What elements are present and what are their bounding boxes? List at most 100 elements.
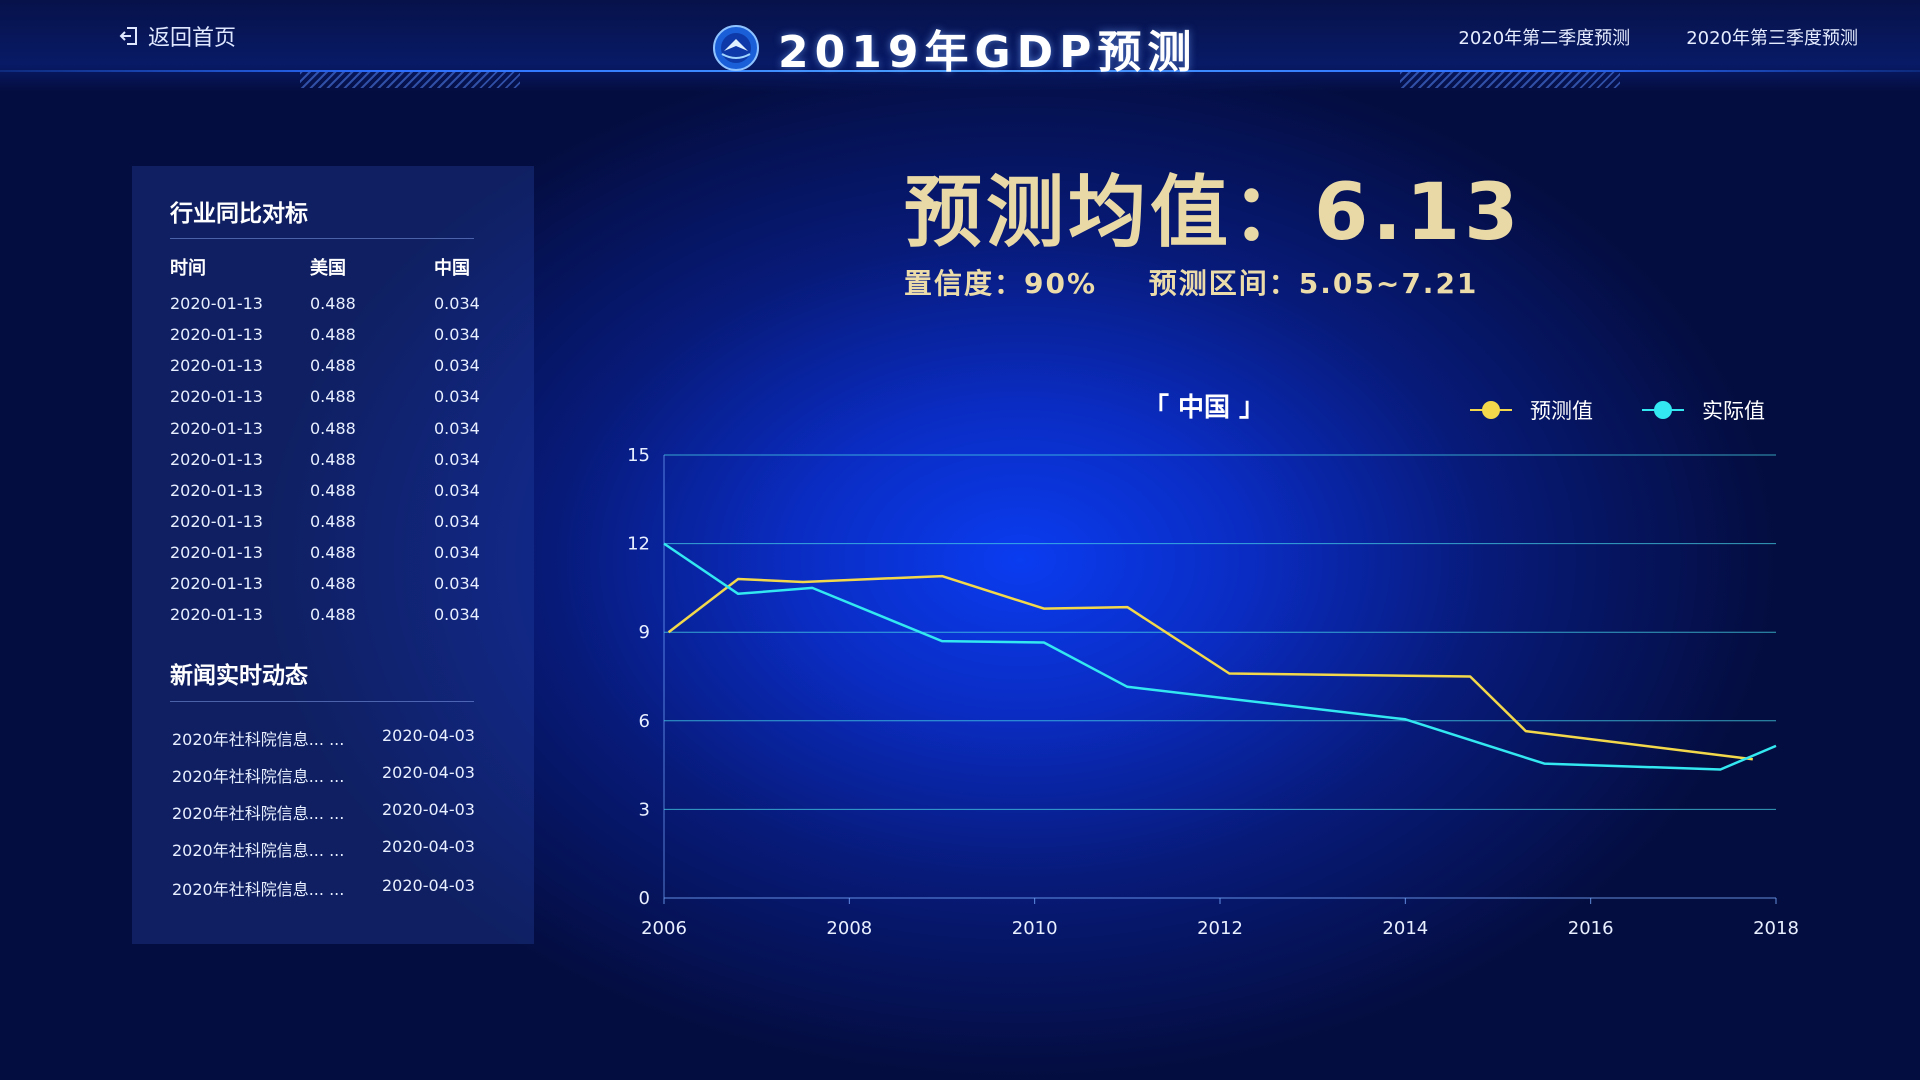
x-tick-label: 2018 <box>1753 918 1799 939</box>
cell-time: 2020-01-13 <box>170 605 263 624</box>
cell-china: 0.034 <box>434 419 480 438</box>
cell-time: 2020-01-13 <box>170 419 263 438</box>
page-title-group: 2019年GDP预测 <box>712 16 1197 80</box>
col-header-china: 中国 <box>434 258 470 279</box>
industry-divider <box>170 238 474 239</box>
forecast-stats: 置信度：90% 预测区间：5.05~7.21 <box>904 262 1518 302</box>
legend-forecast[interactable]: 预测值 <box>1470 399 1593 423</box>
y-tick-label: 0 <box>639 888 650 909</box>
legend-forecast-label: 预测值 <box>1530 399 1593 423</box>
x-tick-label: 2016 <box>1568 918 1614 939</box>
globe-logo-icon <box>713 25 759 71</box>
cell-usa: 0.488 <box>310 294 356 313</box>
legend-actual[interactable]: 实际值 <box>1642 399 1765 423</box>
cell-time: 2020-01-13 <box>170 356 263 375</box>
cell-usa: 0.488 <box>310 574 356 593</box>
cell-usa: 0.488 <box>310 325 356 344</box>
cell-china: 0.034 <box>434 512 480 531</box>
cell-china: 0.034 <box>434 294 480 313</box>
cell-usa: 0.488 <box>310 512 356 531</box>
top-nav: 2020年第二季度预测 2020年第三季度预测 <box>1402 24 1858 50</box>
chart-grid <box>663 454 1776 899</box>
legend-forecast-marker <box>1482 401 1500 419</box>
news-item-date: 2020-04-03 <box>382 726 475 745</box>
table-row: 2020-01-13 0.488 0.034 <box>170 481 490 503</box>
table-row: 2020-01-13 0.488 0.034 <box>170 543 490 565</box>
news-item-date: 2020-04-03 <box>382 876 475 895</box>
y-tick-label: 3 <box>639 799 650 820</box>
cell-time: 2020-01-13 <box>170 294 263 313</box>
cell-usa: 0.488 <box>310 543 356 562</box>
cell-time: 2020-01-13 <box>170 481 263 500</box>
table-row: 2020-01-13 0.488 0.034 <box>170 512 490 534</box>
news-item-title: 2020年社科院信息... ... <box>172 730 345 749</box>
x-axis-ticks: 2006 2008 2010 2012 2014 2016 2018 <box>641 898 1799 939</box>
cell-usa: 0.488 <box>310 356 356 375</box>
news-item[interactable]: 2020年社科院信息... ... 2020-04-03 <box>172 837 492 860</box>
cell-time: 2020-01-13 <box>170 543 263 562</box>
cell-china: 0.034 <box>434 481 480 500</box>
cell-time: 2020-01-13 <box>170 574 263 593</box>
cell-usa: 0.488 <box>310 419 356 438</box>
cell-usa: 0.488 <box>310 450 356 469</box>
back-home-button[interactable]: 返回首页 <box>118 20 236 52</box>
page-title: 2019年GDP预测 <box>778 27 1198 78</box>
industry-table-header: 时间 美国 中国 <box>170 254 490 279</box>
table-row: 2020-01-13 0.488 0.034 <box>170 419 490 441</box>
cell-usa: 0.488 <box>310 605 356 624</box>
nav-q2-forecast[interactable]: 2020年第二季度预测 <box>1458 28 1631 49</box>
cell-china: 0.034 <box>434 325 480 344</box>
nav-q3-forecast[interactable]: 2020年第三季度预测 <box>1686 28 1858 49</box>
industry-title: 行业同比对标 <box>170 201 308 227</box>
y-tick-label: 6 <box>639 711 650 732</box>
cell-usa: 0.488 <box>310 481 356 500</box>
cell-china: 0.034 <box>434 543 480 562</box>
x-tick-label: 2012 <box>1197 918 1243 939</box>
news-title: 新闻实时动态 <box>170 663 308 689</box>
table-row: 2020-01-13 0.488 0.034 <box>170 387 490 409</box>
forecast-series-line <box>667 574 1753 761</box>
cell-china: 0.034 <box>434 574 480 593</box>
news-item-title: 2020年社科院信息... ... <box>172 880 345 899</box>
table-row: 2020-01-13 0.488 0.034 <box>170 605 490 627</box>
table-row: 2020-01-13 0.488 0.034 <box>170 574 490 596</box>
x-tick-label: 2014 <box>1382 918 1428 939</box>
chart-series <box>663 542 1777 771</box>
table-row: 2020-01-13 0.488 0.034 <box>170 356 490 378</box>
news-item-date: 2020-04-03 <box>382 763 475 782</box>
col-header-usa: 美国 <box>310 258 346 279</box>
news-item-date: 2020-04-03 <box>382 837 475 856</box>
y-tick-label: 12 <box>627 534 650 555</box>
col-header-time: 时间 <box>170 258 206 279</box>
news-item[interactable]: 2020年社科院信息... ... 2020-04-03 <box>172 763 492 786</box>
y-tick-label: 9 <box>639 622 650 643</box>
x-tick-label: 2008 <box>826 918 872 939</box>
header-decoration-right <box>1400 72 1620 88</box>
news-item-title: 2020年社科院信息... ... <box>172 841 345 860</box>
forecast-mean: 预测均值：6.13 <box>904 168 1523 258</box>
x-tick-label: 2010 <box>1012 918 1058 939</box>
table-row: 2020-01-13 0.488 0.034 <box>170 294 490 316</box>
legend-actual-marker <box>1654 401 1672 419</box>
news-item[interactable]: 2020年社科院信息... ... 2020-04-03 <box>172 726 492 749</box>
news-item[interactable]: 2020年社科院信息... ... 2020-04-03 <box>172 800 492 823</box>
table-row: 2020-01-13 0.488 0.034 <box>170 325 490 347</box>
news-item[interactable]: 2020年社科院信息... ... 2020-04-03 <box>172 876 492 899</box>
back-home-label: 返回首页 <box>148 26 237 51</box>
y-axis-ticks: 0 3 6 9 12 15 <box>627 445 650 909</box>
cell-china: 0.034 <box>434 387 480 406</box>
cell-usa: 0.488 <box>310 387 356 406</box>
legend-actual-label: 实际值 <box>1702 399 1765 423</box>
table-row: 2020-01-13 0.488 0.034 <box>170 450 490 472</box>
cell-time: 2020-01-13 <box>170 450 263 469</box>
header-bar: 返回首页 2019年GDP预测 2020年第二季度预测 2020年第三季度预测 <box>0 0 1920 92</box>
cell-time: 2020-01-13 <box>170 325 263 344</box>
x-tick-label: 2006 <box>641 918 687 939</box>
interval-value: 预测区间：5.05~7.21 <box>1148 267 1479 300</box>
news-item-title: 2020年社科院信息... ... <box>172 804 345 823</box>
cell-china: 0.034 <box>434 450 480 469</box>
cell-time: 2020-01-13 <box>170 387 263 406</box>
y-tick-label: 15 <box>627 445 650 466</box>
cell-time: 2020-01-13 <box>170 512 263 531</box>
